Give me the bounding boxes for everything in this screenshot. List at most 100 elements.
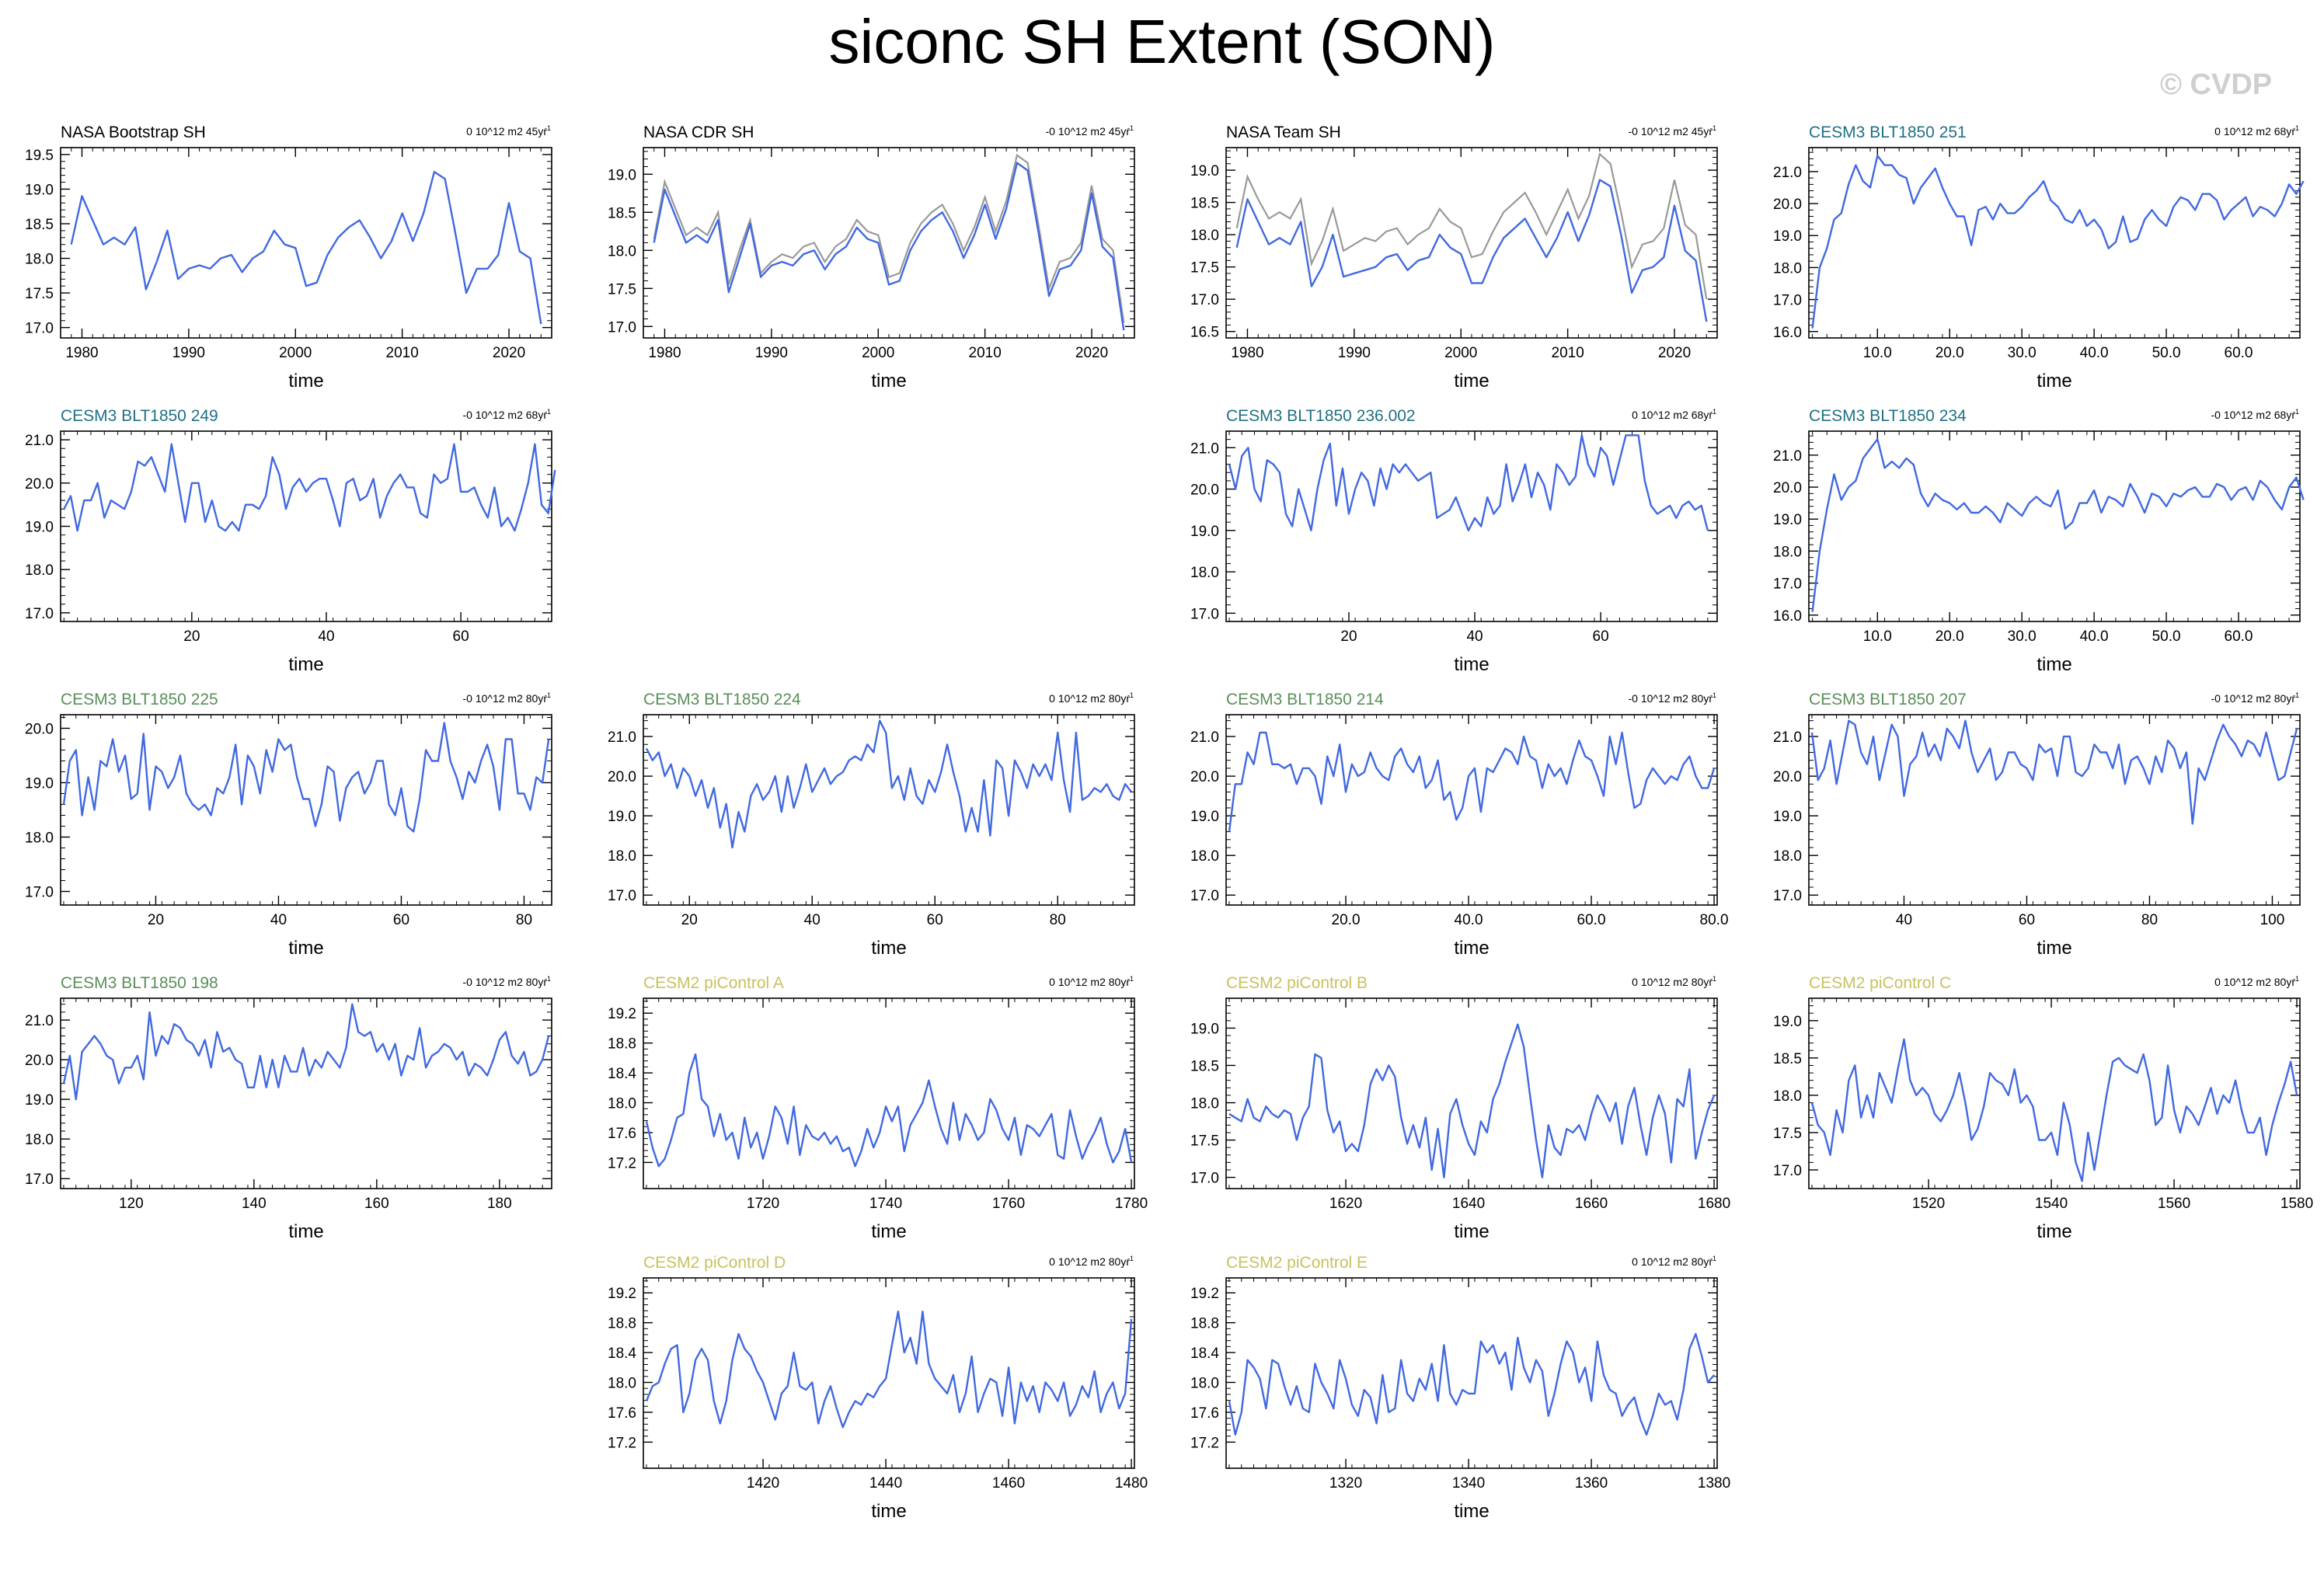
cvdp-watermark: © CVDP: [2160, 68, 2273, 101]
trend-exponent: -1: [1710, 975, 1716, 983]
x-axis-label: time: [871, 371, 906, 392]
y-tick-label: 21.0: [1190, 440, 1219, 457]
trend-exponent: -1: [2293, 124, 2299, 132]
y-tick-label: 16.5: [1190, 325, 1219, 341]
x-tick-label: 40: [1896, 912, 1912, 928]
x-axis-label: time: [871, 1221, 906, 1242]
x-tick-label: 100: [2260, 912, 2285, 928]
panel-7: CESM3 BLT1850 234 -0 10^12 m2 68yr-1 10.0 2…: [1773, 407, 2305, 675]
panel-title: CESM3 BLT1850 251: [1809, 124, 1967, 141]
x-tick-label: 20: [183, 628, 200, 645]
trend-exponent: -1: [545, 975, 551, 983]
y-tick-label: 20.0: [1773, 769, 1802, 785]
y-tick-label: 18.0: [608, 1096, 636, 1112]
x-tick-label: 1680: [1698, 1196, 1730, 1212]
panel-title: NASA Team SH: [1226, 124, 1341, 141]
x-axis-label: time: [1454, 654, 1489, 675]
x-tick-label: 1720: [747, 1196, 779, 1212]
plot-frame: [1808, 147, 2301, 339]
panel-3: NASA Team SH -0 10^12 m2 45yr-1 1980 1990 20…: [1190, 124, 1718, 392]
y-tick-label: 19.2: [608, 1286, 636, 1302]
panel-title: NASA Bootstrap SH: [61, 124, 206, 141]
y-tick-label: 19.0: [1773, 1014, 1802, 1030]
series-line: [1811, 155, 2305, 329]
series-line: [645, 719, 1133, 849]
trend-label: -0 10^12 m2 45yr: [1628, 125, 1713, 138]
y-tick-label: 18.0: [25, 562, 54, 579]
x-tick-label: 40: [318, 628, 334, 645]
x-tick-label: 120: [119, 1196, 144, 1212]
y-tick-label: 17.0: [1773, 1163, 1802, 1179]
plot-frame: [1808, 714, 2301, 906]
trend-label: 0 10^12 m2 80yr: [2214, 976, 2295, 988]
plot-frame: [1225, 714, 1718, 906]
panel-title: CESM2 piControl D: [643, 1254, 786, 1272]
y-tick-label: 18.0: [1190, 565, 1219, 581]
x-tick-label: 1540: [2035, 1196, 2068, 1212]
x-axis-label: time: [1454, 938, 1489, 959]
y-tick-label: 18.0: [1773, 544, 1802, 560]
x-tick-label: 20: [148, 912, 164, 928]
trend-label: 0 10^12 m2 68yr: [2214, 125, 2295, 138]
x-tick-label: 60: [927, 912, 943, 928]
x-tick-label: 1380: [1698, 1475, 1730, 1492]
y-tick-label: 17.0: [1190, 292, 1219, 308]
x-tick-label: 1980: [648, 345, 681, 361]
y-tick-label: 19.0: [1773, 512, 1802, 528]
panel-title: CESM3 BLT1850 214: [1226, 691, 1384, 708]
x-axis-label: time: [871, 1501, 906, 1522]
x-tick-label: 20.0: [1936, 345, 1964, 361]
y-tick-label: 18.5: [25, 217, 54, 233]
x-tick-label: 60: [1593, 628, 1609, 645]
y-tick-label: 17.2: [608, 1435, 636, 1451]
y-tick-label: 18.0: [1773, 1088, 1802, 1105]
y-tick-label: 17.2: [1190, 1435, 1219, 1451]
x-axis-label: time: [1454, 1501, 1489, 1522]
trend-label: 0 10^12 m2 80yr: [1632, 1255, 1713, 1268]
x-axis-label: time: [288, 371, 323, 392]
y-tick-label: 18.8: [608, 1316, 636, 1332]
x-tick-label: 40.0: [1455, 912, 1483, 928]
y-tick-label: 17.5: [1773, 1126, 1802, 1142]
x-tick-label: 1990: [172, 345, 205, 361]
x-tick-label: 10.0: [1863, 345, 1892, 361]
x-tick-label: 2020: [1075, 345, 1108, 361]
x-tick-label: 1520: [1912, 1196, 1945, 1212]
y-tick-label: 18.0: [608, 848, 636, 865]
y-tick-label: 17.0: [25, 606, 54, 622]
plot-frame: [1808, 430, 2301, 622]
panel-title: CESM2 piControl B: [1226, 974, 1368, 992]
y-tick-label: 21.0: [25, 1013, 54, 1029]
series-line: [653, 162, 1125, 331]
series-line: [1228, 434, 1709, 532]
trend-exponent: -1: [1127, 691, 1134, 699]
x-tick-label: 30.0: [2008, 345, 2037, 361]
panel-4: CESM3 BLT1850 251 0 10^12 m2 68yr-1 10.0 20…: [1773, 124, 2305, 392]
plot-frame: [1225, 1277, 1718, 1469]
y-tick-label: 19.2: [608, 1006, 636, 1022]
series-line: [70, 171, 542, 325]
y-tick-label: 18.0: [1773, 260, 1802, 277]
x-tick-label: 1420: [747, 1475, 779, 1492]
trend-label: 0 10^12 m2 80yr: [1049, 976, 1130, 988]
y-tick-label: 19.0: [1190, 1021, 1219, 1037]
plot-frame: [1225, 430, 1718, 622]
x-tick-label: 10.0: [1863, 628, 1892, 645]
trend-label: -0 10^12 m2 80yr: [1628, 692, 1713, 705]
y-tick-label: 17.2: [608, 1155, 636, 1171]
y-tick-label: 20.0: [1773, 197, 1802, 213]
y-tick-label: 18.8: [1190, 1316, 1219, 1332]
x-tick-label: 80: [2141, 912, 2158, 928]
y-tick-label: 17.6: [608, 1405, 636, 1422]
x-tick-label: 1990: [755, 345, 788, 361]
x-tick-label: 1480: [1115, 1475, 1148, 1492]
panel-title: CESM2 piControl E: [1226, 1254, 1368, 1272]
series-line: [62, 1003, 550, 1101]
x-tick-label: 1360: [1575, 1475, 1608, 1492]
y-tick-label: 21.0: [25, 433, 54, 449]
figure-title: siconc SH Extent (SON): [828, 7, 1496, 76]
panel-12: CESM3 BLT1850 198 -0 10^12 m2 80yr-1 120 14…: [25, 974, 552, 1242]
x-tick-label: 1980: [1231, 345, 1263, 361]
x-tick-label: 20: [681, 912, 698, 928]
y-tick-label: 19.0: [25, 1092, 54, 1109]
